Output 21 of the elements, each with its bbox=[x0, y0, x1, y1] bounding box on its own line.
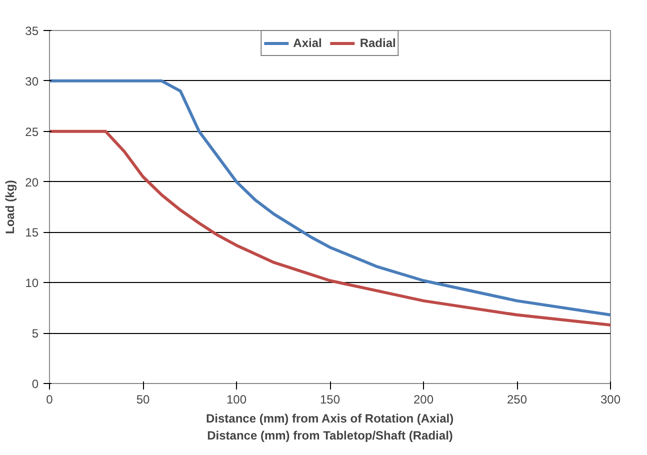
y-axis-title: Load (kg) bbox=[3, 180, 18, 234]
y-tick-label: 30 bbox=[25, 74, 39, 88]
line-series bbox=[50, 130, 610, 327]
y-tick-label: 25 bbox=[25, 124, 39, 139]
legend-label: Axial bbox=[293, 36, 322, 50]
y-tick-label: 10 bbox=[25, 276, 39, 290]
y-tick-label: 35 bbox=[25, 24, 39, 38]
x-tick-label: 250 bbox=[506, 392, 528, 406]
x-axis-title: Distance (mm) from Axis of Rotation (Axial) Distance (mm) from Tabletop/Shaft (Radial) bbox=[206, 412, 454, 442]
x-tick-label: 200 bbox=[413, 392, 434, 406]
y-tick-label: 5 bbox=[32, 326, 39, 341]
line-series bbox=[50, 79, 610, 316]
y-tick-label: 20 bbox=[25, 175, 39, 190]
x-tick-label: 100 bbox=[226, 392, 247, 406]
x-tick-label: 150 bbox=[320, 392, 340, 406]
x-tick-label: 300 bbox=[600, 392, 621, 406]
x-tick-label: 50 bbox=[136, 392, 150, 406]
y-tick-label: 0 bbox=[32, 377, 39, 391]
x-tick-label: 0 bbox=[46, 392, 54, 406]
y-tick-label: 15 bbox=[25, 226, 39, 240]
legend-label: Radial bbox=[360, 36, 396, 50]
